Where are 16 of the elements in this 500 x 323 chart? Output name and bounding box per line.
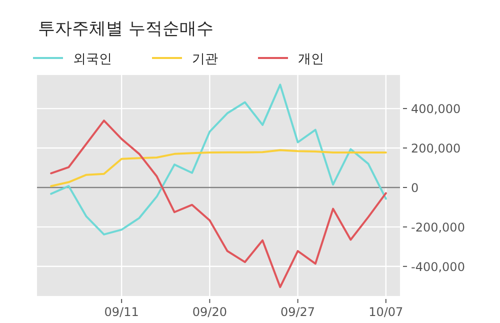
x-tick-label: 09/20 bbox=[192, 305, 227, 319]
y-tick-label: -400,000 bbox=[411, 260, 465, 274]
line-series bbox=[50, 120, 387, 288]
x-tick-label: 10/07 bbox=[368, 305, 404, 319]
chart-title: 투자주체별 누적순매수 bbox=[38, 19, 214, 39]
y-tick-label: 0 bbox=[411, 180, 419, 195]
line-series bbox=[50, 84, 387, 236]
y-tick-label: 200,000 bbox=[411, 142, 461, 156]
x-tick-label: 09/11 bbox=[104, 305, 139, 319]
legend-label: 외국인 bbox=[73, 52, 112, 67]
legend-label: 기관 bbox=[192, 52, 218, 67]
legend-label: 개인 bbox=[298, 52, 324, 67]
x-tick-label: 09/27 bbox=[280, 305, 316, 319]
y-tick-label: -200,000 bbox=[411, 220, 465, 234]
line-series bbox=[50, 149, 387, 188]
y-tick-label: 400,000 bbox=[411, 102, 461, 116]
